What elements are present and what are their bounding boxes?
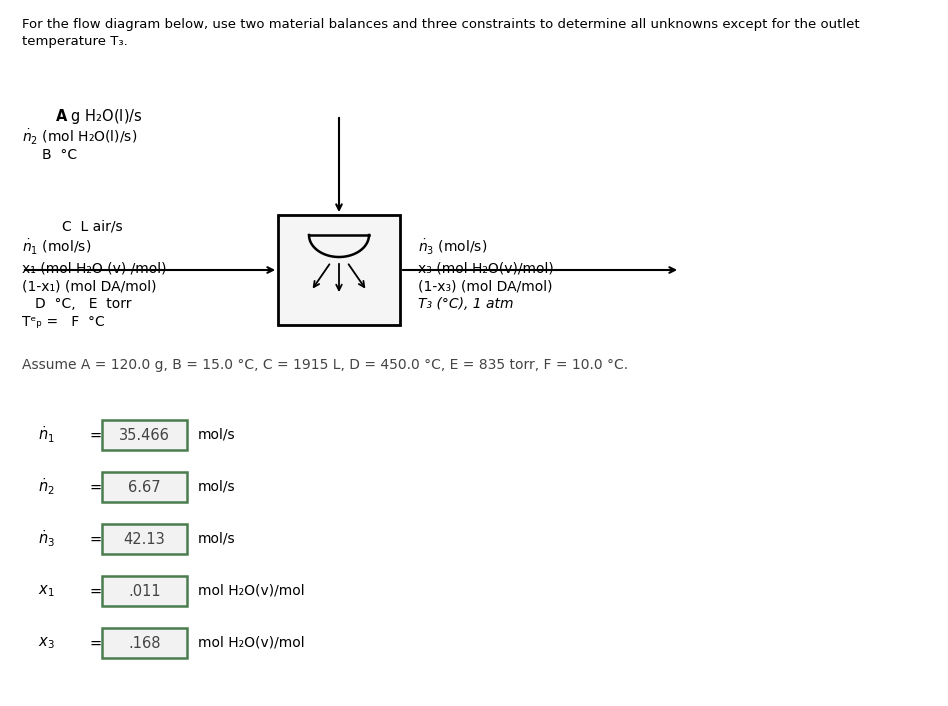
Bar — [102, 472, 187, 502]
Text: =: = — [90, 479, 102, 494]
Text: .011: .011 — [128, 583, 161, 599]
Text: 35.466: 35.466 — [119, 428, 170, 443]
Text: T₃ (°C), 1 atm: T₃ (°C), 1 atm — [418, 297, 514, 311]
Text: $\dot{n}_3$ (mol/s): $\dot{n}_3$ (mol/s) — [418, 238, 487, 257]
Text: (1-x₁) (mol DA/mol): (1-x₁) (mol DA/mol) — [22, 279, 156, 293]
Text: =: = — [90, 635, 102, 650]
Bar — [278, 215, 400, 325]
Bar — [102, 628, 187, 658]
Text: 42.13: 42.13 — [123, 532, 165, 546]
Text: x₃ (mol H₂O(v)/mol): x₃ (mol H₂O(v)/mol) — [418, 261, 554, 275]
Text: mol/s: mol/s — [198, 532, 236, 546]
Text: Tᵉₚ =   F  °C: Tᵉₚ = F °C — [22, 315, 104, 329]
Text: D  °C,   E  torr: D °C, E torr — [35, 297, 132, 311]
Text: mol H₂O(v)/mol: mol H₂O(v)/mol — [198, 584, 304, 598]
Text: mol/s: mol/s — [198, 428, 236, 442]
Bar — [102, 420, 187, 450]
Text: 6.67: 6.67 — [128, 479, 161, 494]
Text: C  L air/s: C L air/s — [62, 220, 122, 234]
Text: $x_1$: $x_1$ — [39, 583, 55, 599]
Text: $\dot{n}_1$ (mol/s): $\dot{n}_1$ (mol/s) — [22, 238, 91, 257]
Text: $\dot{n}_1$: $\dot{n}_1$ — [38, 425, 55, 445]
Text: =: = — [90, 428, 102, 443]
Text: =: = — [90, 583, 102, 599]
Text: For the flow diagram below, use two material balances and three constraints to d: For the flow diagram below, use two mate… — [22, 18, 860, 31]
Bar — [102, 576, 187, 606]
Text: (1-x₃) (mol DA/mol): (1-x₃) (mol DA/mol) — [418, 279, 553, 293]
Text: temperature T₃.: temperature T₃. — [22, 35, 128, 48]
Text: =: = — [90, 532, 102, 546]
Text: .168: .168 — [128, 635, 161, 650]
Text: x₁ (mol H₂O (v) /mol): x₁ (mol H₂O (v) /mol) — [22, 261, 167, 275]
Text: Assume A = 120.0 g, B = 15.0 °C, C = 1915 L, D = 450.0 °C, E = 835 torr, F = 10.: Assume A = 120.0 g, B = 15.0 °C, C = 191… — [22, 358, 629, 372]
Text: mol/s: mol/s — [198, 480, 236, 494]
Text: $\mathbf{A}$ g H₂O(l)/s: $\mathbf{A}$ g H₂O(l)/s — [55, 107, 143, 126]
Text: $\dot{n}_2$: $\dot{n}_2$ — [38, 477, 55, 497]
Text: $x_3$: $x_3$ — [38, 635, 55, 651]
Text: B  °C: B °C — [42, 148, 77, 162]
Text: mol H₂O(v)/mol: mol H₂O(v)/mol — [198, 636, 304, 650]
Text: $\dot{n}_3$: $\dot{n}_3$ — [38, 529, 55, 549]
Bar — [102, 524, 187, 554]
Text: $\dot{n}_2$ (mol H₂O(l)/s): $\dot{n}_2$ (mol H₂O(l)/s) — [22, 128, 137, 147]
